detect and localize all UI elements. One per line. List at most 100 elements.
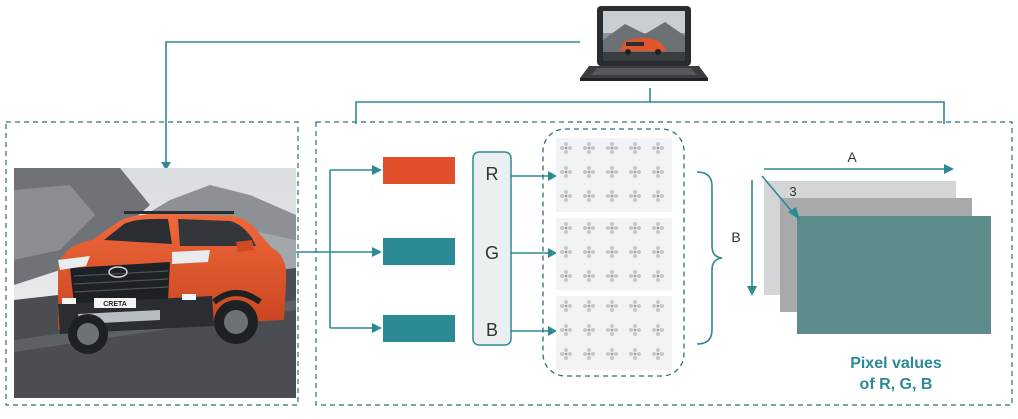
pixel-dot	[564, 300, 568, 304]
pixel-dot	[587, 194, 591, 198]
pixel-dot	[606, 352, 610, 356]
pixel-dot	[610, 332, 614, 336]
pixel-dot	[652, 146, 656, 150]
matrix-height-label: B	[731, 229, 740, 245]
pixel-dot	[560, 226, 564, 230]
laptop-bracket	[355, 88, 945, 124]
laptop-to-image-connector	[165, 41, 580, 162]
pixel-dot	[660, 146, 664, 150]
pixel-dot	[568, 274, 572, 278]
pixel-dot	[610, 146, 614, 150]
pixel-dot	[633, 328, 637, 332]
pixel-dot	[583, 170, 587, 174]
pixel-dot	[637, 250, 641, 254]
pixel-dot	[564, 254, 568, 258]
pixel-dot	[637, 146, 641, 150]
pixel-dot	[587, 222, 591, 226]
pixel-dot	[564, 332, 568, 336]
pixel-dot	[614, 352, 618, 356]
laptop-to-image-arrowhead	[161, 162, 171, 170]
pixel-dot	[633, 146, 637, 150]
arrowhead-to-g-bar	[372, 247, 382, 257]
pixel-dot	[564, 278, 568, 282]
pixel-dot	[591, 328, 595, 332]
pixel-dot	[564, 348, 568, 352]
pixel-dot	[564, 222, 568, 226]
pixel-dot	[587, 324, 591, 328]
pixel-dot	[637, 170, 641, 174]
pixel-dot	[610, 308, 614, 312]
pixel-dot	[564, 174, 568, 178]
pixel-dot	[587, 304, 591, 308]
pixel-dot	[587, 142, 591, 146]
pixel-dot	[587, 328, 591, 332]
pixel-dot	[606, 250, 610, 254]
pixel-dot	[587, 332, 591, 336]
pixel-dot	[610, 190, 614, 194]
pixel-dot	[564, 166, 568, 170]
pixel-dot	[660, 170, 664, 174]
output-layer-front	[797, 216, 991, 334]
pixel-dot	[564, 308, 568, 312]
pixel-dot	[660, 304, 664, 308]
pixel-dot	[560, 194, 564, 198]
rgb-label-box	[472, 151, 512, 346]
pixel-dot	[629, 352, 633, 356]
pixel-dot	[656, 348, 660, 352]
pixel-dot	[633, 308, 637, 312]
pixel-dot	[656, 146, 660, 150]
pixel-dot	[587, 146, 591, 150]
pixel-dot	[633, 194, 637, 198]
pixel-dot	[656, 198, 660, 202]
arrowhead-to-b-matrix	[548, 326, 557, 336]
pixel-dot	[656, 300, 660, 304]
pixel-dot	[629, 226, 633, 230]
r-label: R	[486, 164, 499, 184]
pixel-dot	[606, 146, 610, 150]
pixel-dot	[591, 226, 595, 230]
pixel-dot	[560, 250, 564, 254]
pixel-dot	[587, 250, 591, 254]
label-to-matrix-arrows	[511, 175, 548, 332]
pixel-dot	[633, 246, 637, 250]
pixel-dot	[568, 170, 572, 174]
pixel-values-caption-line1: Pixel values	[850, 355, 942, 372]
pixel-dot	[656, 170, 660, 174]
pixel-dot	[568, 146, 572, 150]
pixel-dot	[633, 170, 637, 174]
depth-arrowhead	[788, 207, 800, 220]
pixel-dot	[564, 250, 568, 254]
processing-group-box	[315, 121, 1013, 406]
pixel-dot	[606, 304, 610, 308]
pixel-dot	[610, 324, 614, 328]
pixel-dot	[587, 230, 591, 234]
pixel-dot	[660, 352, 664, 356]
pixel-dot	[564, 226, 568, 230]
pixel-dot	[610, 250, 614, 254]
pixel-dot	[629, 194, 633, 198]
pixel-dot	[560, 352, 564, 356]
pixel-dot	[614, 146, 618, 150]
pixel-dot	[637, 226, 641, 230]
pixel-dot	[564, 146, 568, 150]
pixel-dot	[610, 198, 614, 202]
pixel-dot	[610, 328, 614, 332]
pixel-dot	[606, 274, 610, 278]
pixel-dot	[583, 146, 587, 150]
pixel-dot	[656, 142, 660, 146]
pixel-dot	[610, 222, 614, 226]
pixel-dot	[614, 250, 618, 254]
pixel-dot	[587, 278, 591, 282]
pixel-dot	[564, 142, 568, 146]
pixel-dot	[633, 352, 637, 356]
pixel-dot	[564, 304, 568, 308]
pixel-dot	[610, 230, 614, 234]
pixel-dot	[656, 246, 660, 250]
pixel-dot	[568, 250, 572, 254]
pixel-dot	[633, 250, 637, 254]
pixel-dot	[587, 300, 591, 304]
pixel-dot	[614, 170, 618, 174]
arrowhead-to-r-bar	[372, 165, 382, 175]
pixel-dot	[652, 328, 656, 332]
